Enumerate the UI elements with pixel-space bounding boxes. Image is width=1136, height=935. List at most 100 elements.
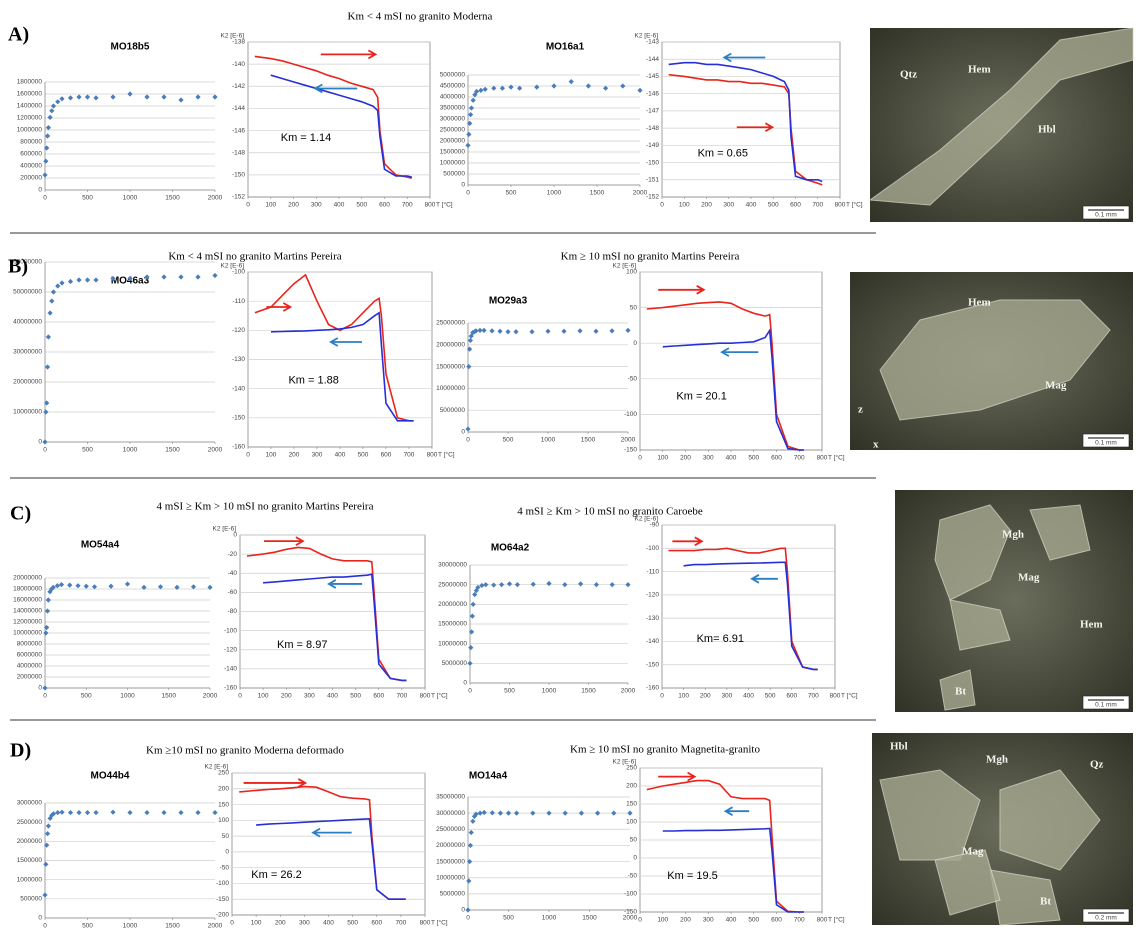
y-tick-label: 25000000 (436, 826, 465, 833)
y-tick-label: -160 (224, 685, 237, 692)
x-tick-label: 700 (395, 920, 406, 927)
y-tick-label: -200 (216, 912, 229, 919)
y-tick-label: -140 (232, 385, 245, 392)
x-tick-label: 300 (312, 452, 323, 459)
y-axis-label: K2 [E-6] (635, 33, 659, 40)
point (595, 810, 601, 816)
mineral-grain (989, 869, 1061, 926)
y-tick-label: 0 (38, 439, 42, 446)
x-tick-label: 800 (420, 693, 431, 700)
point (58, 582, 65, 588)
y-axis-label: K2 [E-6] (221, 263, 245, 270)
mineral-label: Hem (968, 297, 991, 309)
point (505, 329, 511, 335)
x-tick-label: 100 (657, 917, 668, 924)
arrow (736, 122, 775, 133)
x-tick-label: 1500 (590, 190, 605, 197)
y-axis-label: K2 [E-6] (221, 33, 245, 40)
point (479, 582, 485, 589)
point (161, 274, 167, 280)
x-tick-label: 400 (327, 693, 338, 700)
arrow (264, 536, 305, 546)
y-tick-label: 3000000 (440, 116, 466, 123)
annotation: Km = 8.97 (277, 639, 327, 651)
y-tick-label: 0 (38, 915, 42, 922)
y-axis-label: K2 [E-6] (205, 764, 229, 771)
y-tick-label: 400000 (20, 163, 42, 170)
x-tick-label: 1000 (120, 693, 135, 700)
point (609, 328, 615, 334)
y-axis-label: K2 [E-6] (613, 759, 637, 766)
x-tick-label: 700 (812, 202, 823, 209)
plot-frame (247, 41, 431, 198)
x-tick-label: 800 (427, 452, 438, 459)
x-tick-label: 0 (638, 917, 642, 924)
point (499, 582, 505, 588)
x-tick-label: 200 (289, 452, 300, 459)
point (467, 337, 473, 344)
point (620, 83, 626, 89)
point (468, 645, 474, 651)
x-tick-label: 200 (288, 202, 299, 209)
y-tick-label: -50 (220, 864, 230, 871)
arrow (326, 579, 363, 589)
point (178, 97, 184, 103)
mineral-label: Mgh (986, 754, 1008, 766)
y-tick-label: 5000000 (440, 72, 466, 79)
scale-box (1082, 205, 1130, 220)
x-tick-label: 200 (680, 917, 691, 924)
point (44, 145, 50, 151)
x-tick-label: 500 (768, 202, 779, 209)
y-tick-label: -120 (232, 327, 245, 334)
x-tick-label: 500 (82, 447, 93, 454)
y-tick-label: -144 (646, 56, 659, 63)
point (207, 584, 213, 590)
y-tick-label: 20000000 (13, 575, 42, 582)
x-tick-label: 0 (43, 693, 47, 700)
x-tick-label: 2000 (633, 190, 648, 197)
y-tick-label: -120 (646, 592, 659, 599)
point (108, 583, 114, 589)
point (578, 810, 584, 816)
scale-box (1082, 908, 1130, 923)
y-tick-label: -145 (646, 73, 659, 80)
annotation: Km = 26.2 (251, 869, 301, 881)
y-tick-label: -130 (646, 615, 659, 622)
point (110, 94, 116, 100)
point (144, 94, 150, 100)
point (514, 810, 520, 816)
point (124, 581, 131, 587)
x-tick-label: 800 (425, 202, 436, 209)
x-tick-label: 700 (808, 693, 819, 700)
y-tick-label: 250 (626, 765, 637, 772)
point (84, 809, 91, 816)
mineral-grain (939, 669, 976, 711)
point (45, 125, 51, 131)
chart-title: MO46a3 (111, 276, 150, 287)
x-tick-label: 1500 (581, 688, 596, 695)
point (568, 79, 574, 85)
point (546, 810, 552, 816)
point (76, 809, 82, 816)
point (529, 329, 535, 335)
scale-box (1082, 695, 1130, 710)
y-tick-label: 50 (630, 304, 638, 311)
point (127, 91, 133, 97)
y-tick-label: 10000000 (13, 409, 42, 416)
mineral-label: Bt (955, 686, 966, 698)
point (43, 630, 49, 636)
x-tick-label: 500 (503, 437, 514, 444)
point (44, 364, 51, 370)
point (84, 94, 91, 100)
y-tick-label: 3000000 (17, 800, 43, 807)
point (75, 583, 81, 589)
y-tick-label: 2000000 (17, 838, 43, 845)
y-tick-label: 1600000 (17, 91, 43, 98)
point (50, 811, 57, 817)
x-tick-label: 800 (830, 693, 841, 700)
row-title: 4 mSI ≥ Km > 10 mSI no granito Caroebe (517, 506, 703, 518)
mineral-grain (949, 599, 1011, 651)
point (508, 84, 514, 90)
point (561, 328, 567, 334)
